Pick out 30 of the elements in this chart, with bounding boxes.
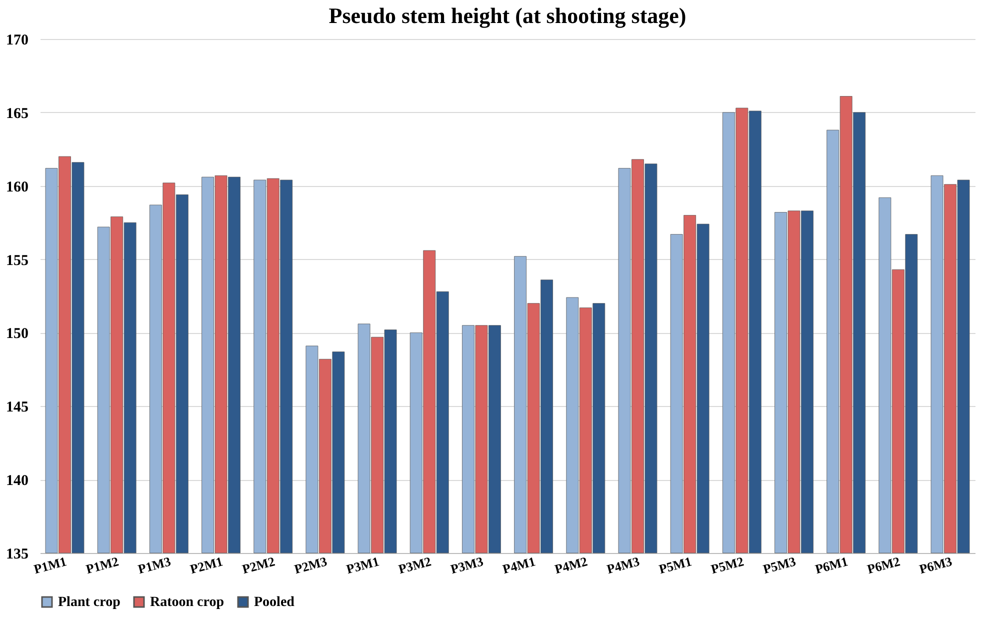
x-tick-label: P2M3 [292, 553, 330, 577]
x-tick-label: P6M3 [918, 553, 954, 577]
y-tick-label: 145 [6, 400, 28, 416]
x-tick-label: P4M3 [605, 553, 642, 577]
x-tick-label: P3M1 [344, 554, 381, 577]
x-tick-label: P6M2 [866, 554, 902, 577]
x-tick-label: P2M2 [240, 554, 276, 577]
y-tick-label: 140 [6, 473, 28, 490]
x-tick-label: P1M2 [84, 554, 120, 577]
x-tick-label: P6M1 [813, 554, 850, 577]
x-tick-label: P3M2 [396, 554, 433, 577]
y-tick-label: 170 [6, 32, 28, 48]
y-tick-label: 135 [6, 546, 28, 562]
y-tick-label: 165 [6, 106, 28, 122]
legend-label: Ratoon crop [150, 595, 224, 610]
legend-label: Plant crop [58, 595, 121, 610]
y-tick-label: 160 [6, 179, 28, 196]
y-tick-label: 150 [6, 326, 28, 342]
x-tick-label: P5M1 [657, 554, 694, 577]
chart-title: Pseudo stem height (at shooting stage) [328, 3, 686, 28]
x-tick-label: P5M3 [761, 553, 798, 577]
x-tick-label: P4M2 [553, 554, 589, 577]
x-tick-label: P1M1 [32, 554, 68, 577]
x-tick-label: P2M1 [188, 554, 224, 577]
x-tick-label: P4M1 [500, 554, 537, 577]
x-tick-label: P3M3 [448, 553, 486, 577]
legend-label: Pooled [254, 595, 295, 610]
x-tick-label: P1M3 [136, 553, 173, 577]
x-tick-label: P5M2 [709, 554, 746, 577]
y-tick-label: 155 [6, 252, 28, 269]
